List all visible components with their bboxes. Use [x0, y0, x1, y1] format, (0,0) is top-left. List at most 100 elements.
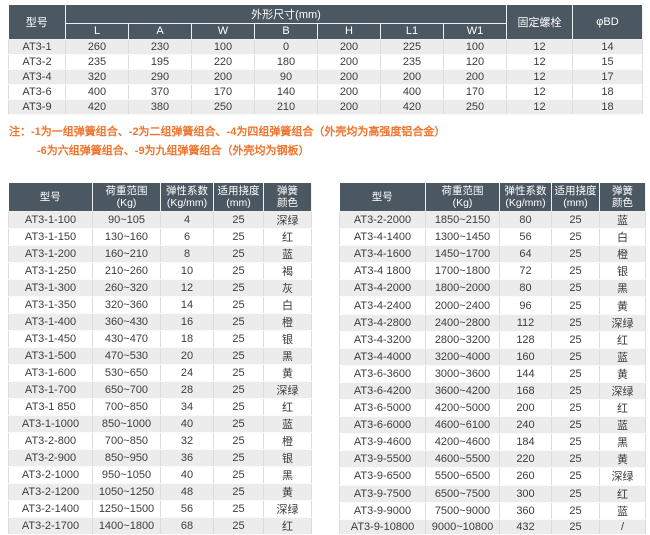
cell: 红 — [264, 229, 312, 246]
cell: AT3-4-1400 — [340, 229, 426, 246]
cell: 深绿 — [264, 212, 312, 229]
column-header: A — [129, 23, 192, 39]
cell: AT3-1-350 — [9, 297, 93, 314]
cell: 0 — [255, 39, 318, 54]
cell: 25 — [214, 365, 264, 382]
cell: 25 — [552, 400, 600, 417]
cell: 4200~5000 — [426, 400, 500, 417]
cell: 235 — [66, 54, 129, 69]
cell: 34 — [161, 399, 214, 416]
column-header: 荷重范围(Kg) — [426, 183, 500, 212]
column-header: 荷重范围(Kg) — [93, 183, 161, 212]
cell: 25 — [552, 417, 600, 434]
cell: 195 — [129, 54, 192, 69]
cell: AT3-1-300 — [9, 280, 93, 297]
cell: AT3-4 1800 — [340, 263, 426, 280]
cell: 黑 — [600, 434, 646, 451]
cell: 25 — [552, 246, 600, 263]
cell: 红 — [264, 518, 312, 535]
cell: 蓝 — [600, 212, 646, 229]
cell: 17 — [573, 69, 643, 84]
cell: AT3-1-200 — [9, 246, 93, 263]
cell: 56 — [500, 229, 552, 246]
cell: AT3-1-700 — [9, 382, 93, 399]
column-header: 型号 — [9, 183, 93, 212]
cell: 420 — [66, 99, 129, 114]
cell: 4200~4600 — [426, 434, 500, 451]
cell: 100 — [444, 39, 507, 54]
cell: 128 — [500, 331, 552, 348]
cell: 200 — [318, 84, 381, 99]
spring-tables-container: 型号荷重范围(Kg)弹性系数(Kg/mm)适用挠度(mm)弹簧颜色 AT3-1-… — [8, 183, 642, 535]
cell: 80 — [500, 212, 552, 229]
cell: AT3-4-3200 — [340, 331, 426, 348]
cell: 深绿 — [600, 382, 646, 399]
note-line-1: 注：-1为一组弹簧组合、-2为二组弹簧组合、-4为四组弹簧组合（外壳均为高强度铝… — [9, 123, 642, 142]
cell: 260 — [66, 39, 129, 54]
cell: 4600~5500 — [426, 451, 500, 468]
cell: 1300~1450 — [426, 229, 500, 246]
cell: 144 — [500, 365, 552, 382]
column-header: L1 — [381, 23, 444, 39]
cell: AT3-2-1700 — [9, 518, 93, 535]
cell: AT3-2 — [9, 54, 66, 69]
cell: 橙 — [264, 314, 312, 331]
cell: 16 — [161, 314, 214, 331]
cell: 112 — [500, 314, 552, 331]
cell: 25 — [552, 502, 600, 519]
cell: 4 — [161, 212, 214, 229]
cell: AT3-9-6500 — [340, 468, 426, 485]
cell: 260 — [500, 468, 552, 485]
cell: 25 — [214, 297, 264, 314]
spring-left-header-row: 型号荷重范围(Kg)弹性系数(Kg/mm)适用挠度(mm)弹簧颜色 — [9, 183, 312, 212]
cell: 白 — [264, 297, 312, 314]
cell: 25 — [552, 229, 600, 246]
cell: 220 — [500, 451, 552, 468]
cell: 96 — [500, 297, 552, 314]
cell: 400 — [66, 84, 129, 99]
note: 注：-1为一组弹簧组合、-2为二组弹簧组合、-4为四组弹簧组合（外壳均为高强度铝… — [9, 123, 642, 161]
cell: 230 — [129, 39, 192, 54]
cell: / — [600, 519, 646, 534]
column-header: 弹性系数(Kg/mm) — [161, 183, 214, 212]
cell: 72 — [500, 263, 552, 280]
cell: 12 — [507, 69, 573, 84]
cell: 130~160 — [93, 229, 161, 246]
cell: 432 — [500, 519, 552, 534]
cell: 68 — [161, 518, 214, 535]
column-header: W1 — [444, 23, 507, 39]
cell: 黑 — [264, 467, 312, 484]
cell: 25 — [214, 518, 264, 535]
cell: 225 — [381, 39, 444, 54]
cell: 15 — [573, 54, 643, 69]
column-header: 弹簧颜色 — [600, 183, 646, 212]
cell: 25 — [214, 331, 264, 348]
cell: 25 — [214, 212, 264, 229]
cell: 650~700 — [93, 382, 161, 399]
cell: 3200~4000 — [426, 348, 500, 365]
cell: 深绿 — [600, 314, 646, 331]
column-header: W — [192, 23, 255, 39]
column-header: H — [318, 23, 381, 39]
note-prefix: 注： — [9, 126, 31, 138]
cell: 黄 — [600, 297, 646, 314]
cell: AT3-1-100 — [9, 212, 93, 229]
cell: 1050~1250 — [93, 484, 161, 501]
cell: AT3-2-900 — [9, 450, 93, 467]
column-header: L — [66, 23, 129, 39]
cell: 168 — [500, 382, 552, 399]
cell: 12 — [161, 280, 214, 297]
cell: 蓝 — [600, 348, 646, 365]
cell: 20 — [161, 348, 214, 365]
cell: 2800~3200 — [426, 331, 500, 348]
cell: 25 — [214, 382, 264, 399]
